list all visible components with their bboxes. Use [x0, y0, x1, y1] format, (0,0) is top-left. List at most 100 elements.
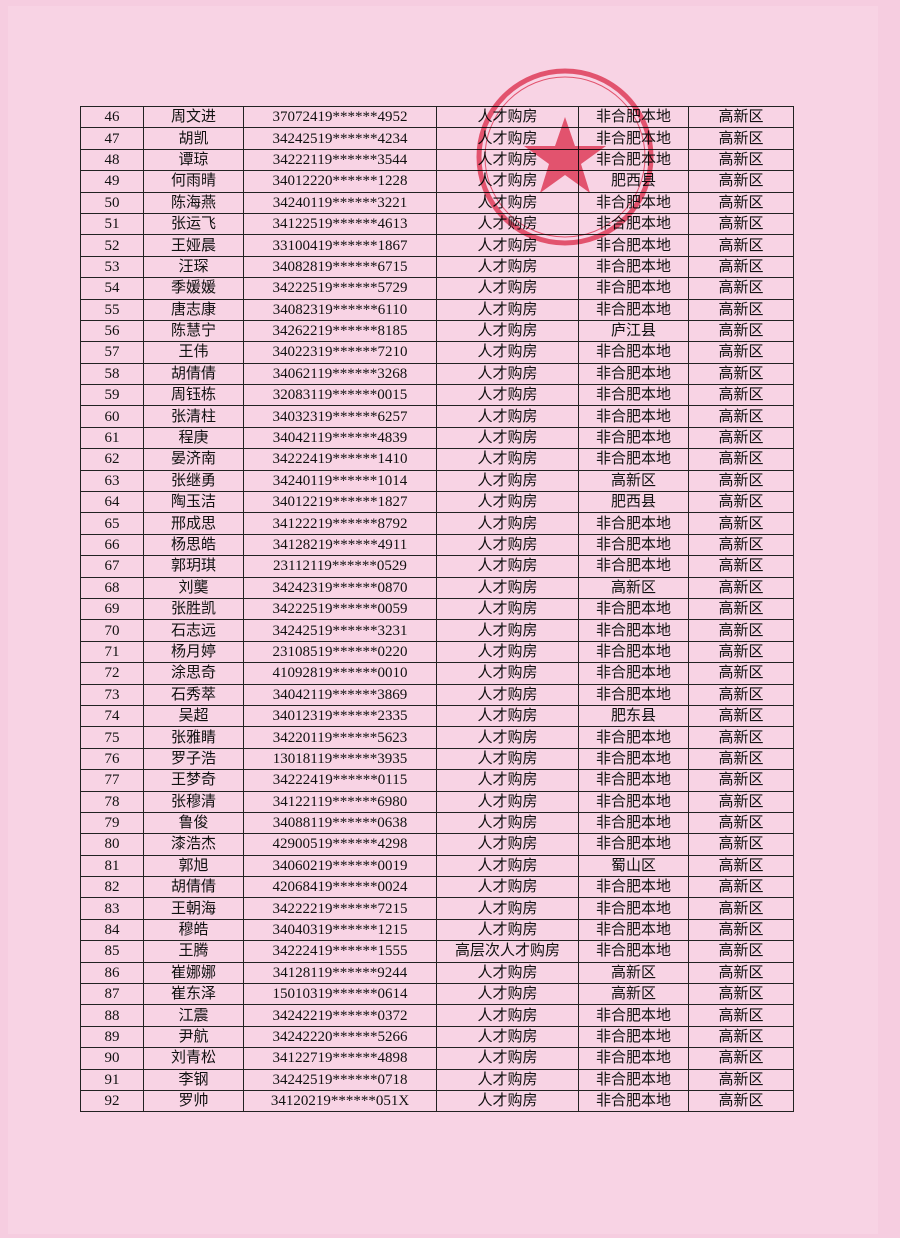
- id-number: 34222219******7215: [243, 897, 437, 920]
- applicant-name: 涂思奇: [143, 662, 244, 685]
- origin: 非合肥本地: [578, 384, 689, 407]
- row-number: 56: [80, 319, 144, 343]
- id-number: 33100419******1867: [243, 234, 437, 257]
- district: 高新区: [688, 362, 794, 386]
- row-number: 74: [80, 704, 144, 728]
- applicant-name: 崔娜娜: [143, 961, 244, 985]
- table-row: 79 鲁俊 34088119******0638 人才购房 非合肥本地 高新区: [80, 811, 794, 835]
- row-number: 69: [80, 597, 144, 621]
- origin: 非合肥本地: [578, 405, 689, 428]
- table-row: 62 晏济南 34222419******1410 人才购房 非合肥本地 高新区: [80, 448, 794, 471]
- row-number: 73: [80, 683, 144, 706]
- row-number: 47: [80, 127, 144, 150]
- table-row: 68 刘龑 34242319******0870 人才购房 高新区 高新区: [80, 576, 794, 599]
- applicant-name: 胡倩倩: [143, 876, 244, 899]
- housing-type: 人才购房: [436, 234, 579, 257]
- row-number: 62: [80, 448, 144, 471]
- id-number: 34122719******4898: [243, 1047, 437, 1070]
- row-number: 63: [80, 469, 144, 493]
- housing-type: 人才购房: [436, 726, 579, 749]
- district: 高新区: [688, 790, 794, 813]
- id-number: 41092819******0010: [243, 662, 437, 685]
- applicant-name: 石志远: [143, 619, 244, 642]
- table-row: 47 胡凯 34242519******4234 人才购房 非合肥本地 高新区: [80, 127, 794, 150]
- district: 高新区: [688, 533, 794, 557]
- id-number: 34242219******0372: [243, 1004, 437, 1027]
- applicant-name: 刘龑: [143, 576, 244, 599]
- district: 高新区: [688, 662, 794, 685]
- table-row: 71 杨月婷 23108519******0220 人才购房 非合肥本地 高新区: [80, 640, 794, 664]
- id-number: 34240119******1014: [243, 469, 437, 493]
- row-number: 60: [80, 405, 144, 428]
- housing-type: 人才购房: [436, 619, 579, 642]
- row-number: 80: [80, 833, 144, 856]
- district: 高新区: [688, 640, 794, 664]
- origin: 非合肥本地: [578, 876, 689, 899]
- table-row: 80 漆浩杰 42900519******4298 人才购房 非合肥本地 高新区: [80, 833, 794, 856]
- id-number: 15010319******0614: [243, 983, 437, 1006]
- origin: 非合肥本地: [578, 1068, 689, 1091]
- district: 高新区: [688, 298, 794, 321]
- applicant-name: 唐志康: [143, 298, 244, 321]
- origin: 庐江县: [578, 319, 689, 343]
- district: 高新区: [688, 512, 794, 535]
- housing-type: 人才购房: [436, 127, 579, 150]
- district: 高新区: [688, 1068, 794, 1091]
- housing-type: 人才购房: [436, 319, 579, 343]
- row-number: 52: [80, 234, 144, 257]
- table-row: 49 何雨晴 34012220******1228 人才购房 肥西县 高新区: [80, 170, 794, 193]
- id-number: 42900519******4298: [243, 833, 437, 856]
- row-number: 68: [80, 576, 144, 599]
- row-number: 86: [80, 961, 144, 985]
- table-row: 81 郭旭 34060219******0019 人才购房 蜀山区 高新区: [80, 854, 794, 878]
- id-number: 34060219******0019: [243, 854, 437, 878]
- row-number: 61: [80, 426, 144, 450]
- housing-type: 人才购房: [436, 897, 579, 920]
- table-row: 78 张穆清 34122119******6980 人才购房 非合肥本地 高新区: [80, 790, 794, 813]
- table-row: 63 张继勇 34240119******1014 人才购房 高新区 高新区: [80, 469, 794, 493]
- applicant-name: 罗子浩: [143, 747, 244, 771]
- id-number: 34242519******3231: [243, 619, 437, 642]
- housing-type: 高层次人才购房: [436, 940, 579, 963]
- district: 高新区: [688, 105, 794, 129]
- row-number: 91: [80, 1068, 144, 1091]
- applicant-name: 王朝海: [143, 897, 244, 920]
- row-number: 49: [80, 170, 144, 193]
- housing-type: 人才购房: [436, 918, 579, 942]
- id-number: 34240119******3221: [243, 191, 437, 214]
- row-number: 76: [80, 747, 144, 771]
- row-number: 79: [80, 811, 144, 835]
- district: 高新区: [688, 918, 794, 942]
- id-number: 34128119******9244: [243, 961, 437, 985]
- origin: 非合肥本地: [578, 726, 689, 749]
- applicant-name: 王梦奇: [143, 769, 244, 792]
- housing-type: 人才购房: [436, 833, 579, 856]
- housing-type: 人才购房: [436, 448, 579, 471]
- row-number: 51: [80, 212, 144, 236]
- origin: 非合肥本地: [578, 448, 689, 471]
- applicant-name: 季媛媛: [143, 277, 244, 300]
- id-number: 34122219******8792: [243, 512, 437, 535]
- housing-type: 人才购房: [436, 683, 579, 706]
- housing-type: 人才购房: [436, 1004, 579, 1027]
- id-number: 23112119******0529: [243, 555, 437, 578]
- applicant-name: 张运飞: [143, 212, 244, 236]
- origin: 蜀山区: [578, 854, 689, 878]
- id-number: 34222419******1555: [243, 940, 437, 963]
- table-row: 73 石秀萃 34042119******3869 人才购房 非合肥本地 高新区: [80, 683, 794, 706]
- origin: 非合肥本地: [578, 148, 689, 172]
- origin: 肥东县: [578, 704, 689, 728]
- housing-type: 人才购房: [436, 876, 579, 899]
- district: 高新区: [688, 1025, 794, 1049]
- housing-type: 人才购房: [436, 533, 579, 557]
- applicant-name: 陈慧宁: [143, 319, 244, 343]
- housing-type: 人才购房: [436, 747, 579, 771]
- origin: 肥西县: [578, 491, 689, 514]
- housing-type: 人才购房: [436, 170, 579, 193]
- housing-type: 人才购房: [436, 362, 579, 386]
- origin: 非合肥本地: [578, 597, 689, 621]
- housing-type: 人才购房: [436, 1025, 579, 1049]
- row-number: 66: [80, 533, 144, 557]
- table-row: 90 刘青松 34122719******4898 人才购房 非合肥本地 高新区: [80, 1047, 794, 1070]
